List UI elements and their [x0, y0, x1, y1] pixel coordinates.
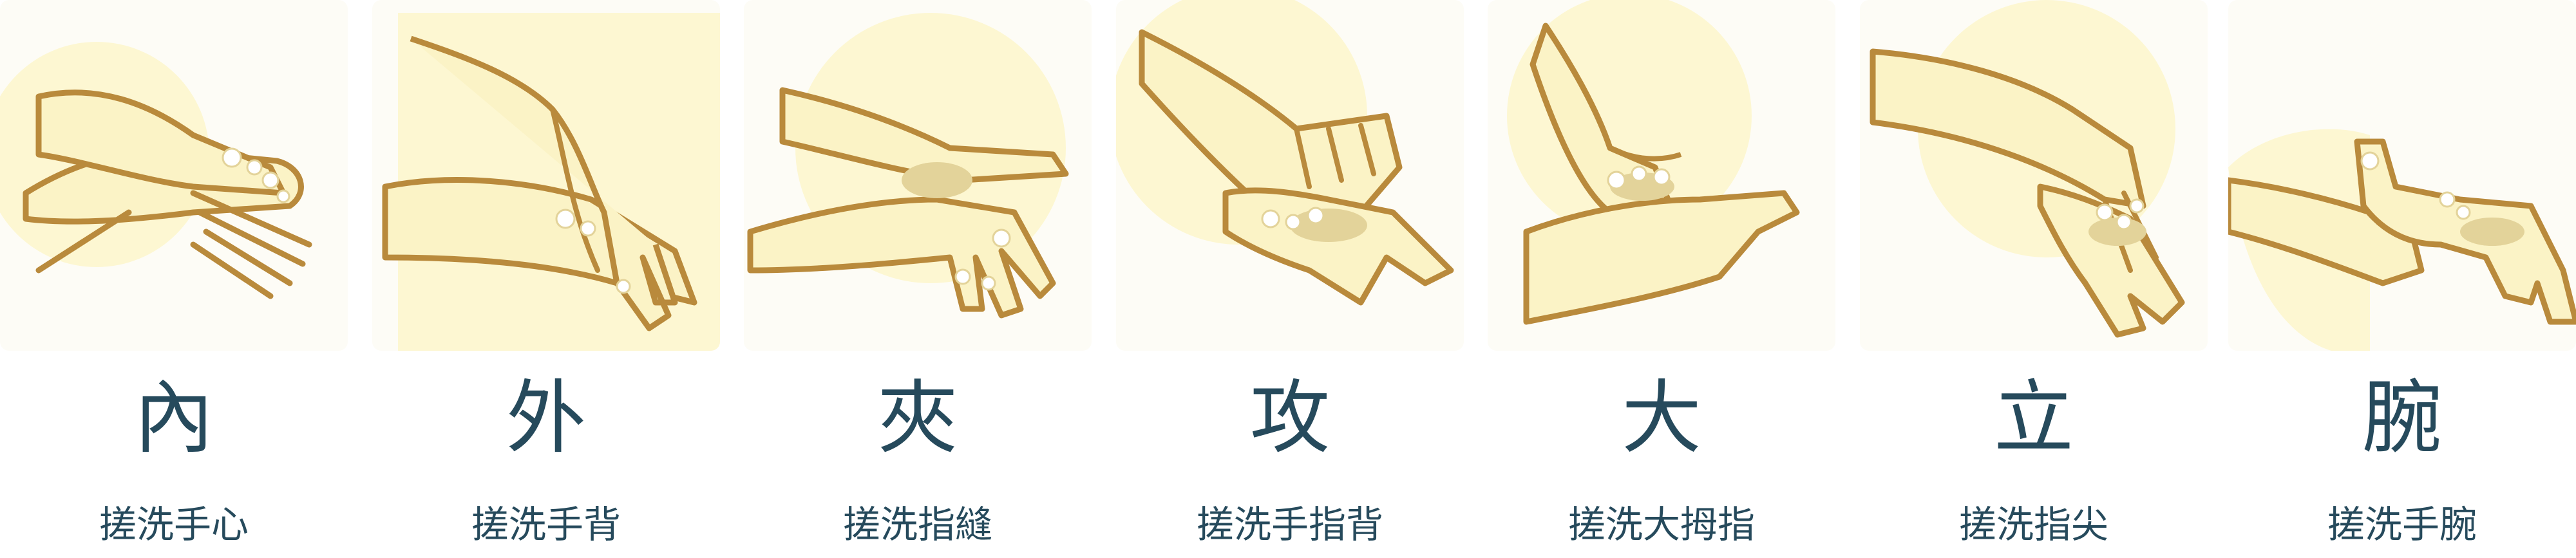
step-3-caption: 搓洗指縫 — [842, 503, 992, 546]
step-1: 內 搓洗手心 — [0, 0, 348, 558]
step-6-caption: 搓洗指尖 — [1958, 503, 2108, 546]
step-4-illustration — [1116, 0, 1464, 351]
step-1-illustration — [0, 0, 348, 351]
step-2-illustration — [372, 0, 720, 351]
step-4-keyword: 攻 — [1249, 372, 1330, 465]
step-7: 腕 搓洗手腕 — [2228, 0, 2576, 558]
step-5-caption: 搓洗大拇指 — [1567, 503, 1755, 546]
step-1-caption: 搓洗手心 — [99, 503, 249, 546]
fingertips-icon — [1870, 0, 2185, 338]
step-2-keyword: 外 — [506, 372, 586, 465]
step-5-keyword: 大 — [1621, 372, 1701, 465]
thumb-rub-icon — [1507, 0, 1800, 325]
wrist-rub-icon — [2228, 129, 2576, 351]
step-5: 大 搓洗大拇指 — [1488, 0, 1835, 558]
back-of-hand-icon — [382, 13, 720, 351]
step-3: 夾 搓洗指縫 — [744, 0, 1092, 558]
step-6-keyword: 立 — [1993, 372, 2074, 465]
step-2: 外 搓洗手背 — [372, 0, 720, 558]
step-2-caption: 搓洗手背 — [471, 503, 621, 546]
step-6-illustration — [1860, 0, 2208, 351]
step-3-keyword: 夾 — [877, 372, 958, 465]
step-7-illustration — [2228, 0, 2576, 351]
step-6: 立 搓洗指尖 — [1860, 0, 2208, 558]
interlaced-fingers-icon — [747, 13, 1069, 319]
step-4-caption: 搓洗手指背 — [1196, 503, 1383, 546]
finger-backs-icon — [1116, 0, 1454, 306]
step-7-caption: 搓洗手腕 — [2327, 503, 2477, 546]
step-3-illustration — [744, 0, 1092, 351]
step-1-keyword: 內 — [133, 372, 214, 465]
palms-rubbing-icon — [0, 42, 312, 299]
step-7-keyword: 腕 — [2362, 372, 2442, 465]
step-5-illustration — [1488, 0, 1835, 351]
step-4: 攻 搓洗手指背 — [1116, 0, 1464, 558]
